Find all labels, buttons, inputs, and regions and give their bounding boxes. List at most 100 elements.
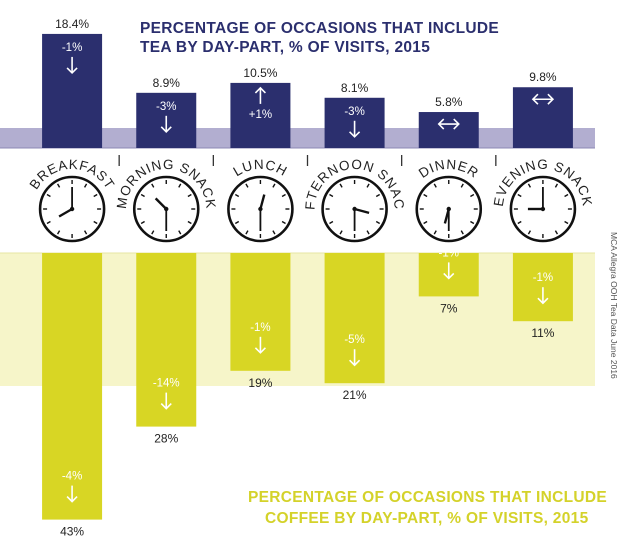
tea-down-arrow-icon <box>349 120 361 138</box>
tea-bar <box>512 87 573 148</box>
coffee-value-label: 21% <box>343 388 367 402</box>
clock-tick <box>140 193 145 198</box>
coffee-bar <box>512 253 573 322</box>
tea-bar <box>418 112 479 148</box>
clock-tick <box>281 193 286 198</box>
tea-bar <box>42 33 103 148</box>
clock-tick <box>564 193 569 198</box>
clock-tick <box>234 193 240 198</box>
clock-tick <box>366 230 370 235</box>
coffee-chart-title-line1: PERCENTAGE OF OCCASIONS THAT INCLUDE <box>248 489 607 506</box>
tea-chart-title-line2: TEA BY DAY-PART, % OF VISITS, 2015 <box>140 39 430 56</box>
clock-tick <box>433 230 437 235</box>
clock-tick <box>375 220 381 225</box>
clock-tick <box>517 193 522 198</box>
clock-tick <box>460 183 464 188</box>
clock-tick <box>329 193 334 198</box>
tea-down-arrow-icon <box>160 115 172 133</box>
coffee-change-label: -14% <box>153 378 180 390</box>
clock-tick <box>187 220 192 225</box>
clock-icon <box>227 175 294 243</box>
coffee-value-label: 11% <box>531 326 554 340</box>
tea-value-label: 5.8% <box>435 95 463 109</box>
coffee-bar <box>42 253 103 520</box>
clock-tick <box>245 230 249 235</box>
clock-tick <box>234 220 240 225</box>
tea-value-label: 8.1% <box>341 81 369 95</box>
clock-tick <box>178 183 182 188</box>
clock-icon <box>38 175 106 243</box>
tea-up-arrow-icon <box>254 86 266 104</box>
clock-center <box>69 206 75 212</box>
clock-hour-hand <box>154 197 168 210</box>
tea-value-label: 9.8% <box>529 70 557 84</box>
clock-tick <box>366 183 370 188</box>
coffee-change-label: -1% <box>439 247 459 259</box>
source-note: MCA Allegra OOH Tea Data June 2016 <box>609 232 619 379</box>
clock-tick <box>375 193 381 198</box>
clock-tick <box>423 193 428 198</box>
clock-tick <box>527 230 532 235</box>
clock-tick <box>245 183 249 188</box>
clock-tick <box>46 193 51 198</box>
clock-tick <box>281 220 286 225</box>
clock-icon <box>509 175 577 243</box>
clock-tick <box>93 220 98 225</box>
coffee-change-label: -5% <box>344 334 364 346</box>
day-part-label: LUNCH <box>231 157 290 179</box>
coffee-down-arrow-icon <box>66 485 78 503</box>
coffee-value-label: 19% <box>248 376 272 390</box>
coffee-down-arrow-icon <box>443 262 455 280</box>
coffee-change-label: -1% <box>533 272 553 284</box>
tea-no-change-icon <box>437 118 460 130</box>
clock-tick <box>564 220 569 225</box>
clock-tick <box>272 183 276 188</box>
clock-tick <box>151 230 155 235</box>
tea-chart-title-line1: PERCENTAGE OF OCCASIONS THAT INCLUDE <box>140 20 499 37</box>
clock-center <box>164 206 169 212</box>
coffee-value-label: 43% <box>60 525 84 539</box>
tea-change-label: -3% <box>156 101 176 113</box>
coffee-down-arrow-icon <box>254 336 266 354</box>
clock-center <box>540 206 546 212</box>
clock-icon <box>321 175 388 243</box>
tea-value-label: 10.5% <box>243 66 277 80</box>
tea-change-label: -1% <box>62 42 82 54</box>
clock-hour-hand <box>259 194 266 210</box>
tea-down-arrow-icon <box>66 56 78 75</box>
clock-tick <box>517 220 522 225</box>
tea-value-label: 18.4% <box>55 17 89 31</box>
clock-center <box>446 206 451 212</box>
clock-tick <box>56 183 61 188</box>
clock-center <box>258 206 263 212</box>
clock-tick <box>470 193 475 198</box>
clock-hour-hand <box>354 207 370 215</box>
coffee-value-label: 7% <box>440 301 458 315</box>
clock-tick <box>83 230 88 235</box>
clock-tick <box>46 220 51 225</box>
tea-change-label: -3% <box>344 106 364 118</box>
clock-tick <box>272 230 276 235</box>
clock-tick <box>93 193 98 198</box>
clock-tick <box>329 220 334 225</box>
clock-tick <box>83 183 88 188</box>
clock-tick <box>554 230 559 235</box>
tea-value-label: 8.9% <box>153 76 181 90</box>
clock-tick <box>56 230 61 235</box>
clock-tick <box>423 220 428 225</box>
coffee-down-arrow-icon <box>349 349 361 367</box>
coffee-change-label: -1% <box>250 322 270 334</box>
clock-tick <box>339 230 343 235</box>
coffee-down-arrow-icon <box>160 392 172 410</box>
coffee-chart-title-line2: COFFEE BY DAY-PART, % OF VISITS, 2015 <box>265 510 589 527</box>
coffee-down-arrow-icon <box>537 287 549 305</box>
clock-tick <box>187 193 192 198</box>
clock-icon <box>415 175 483 243</box>
clock-tick <box>433 183 437 188</box>
coffee-value-label: 28% <box>154 432 178 446</box>
clock-icon <box>132 175 200 243</box>
clock-tick <box>554 183 559 188</box>
clock-tick <box>178 230 182 235</box>
clock-tick <box>339 183 343 188</box>
